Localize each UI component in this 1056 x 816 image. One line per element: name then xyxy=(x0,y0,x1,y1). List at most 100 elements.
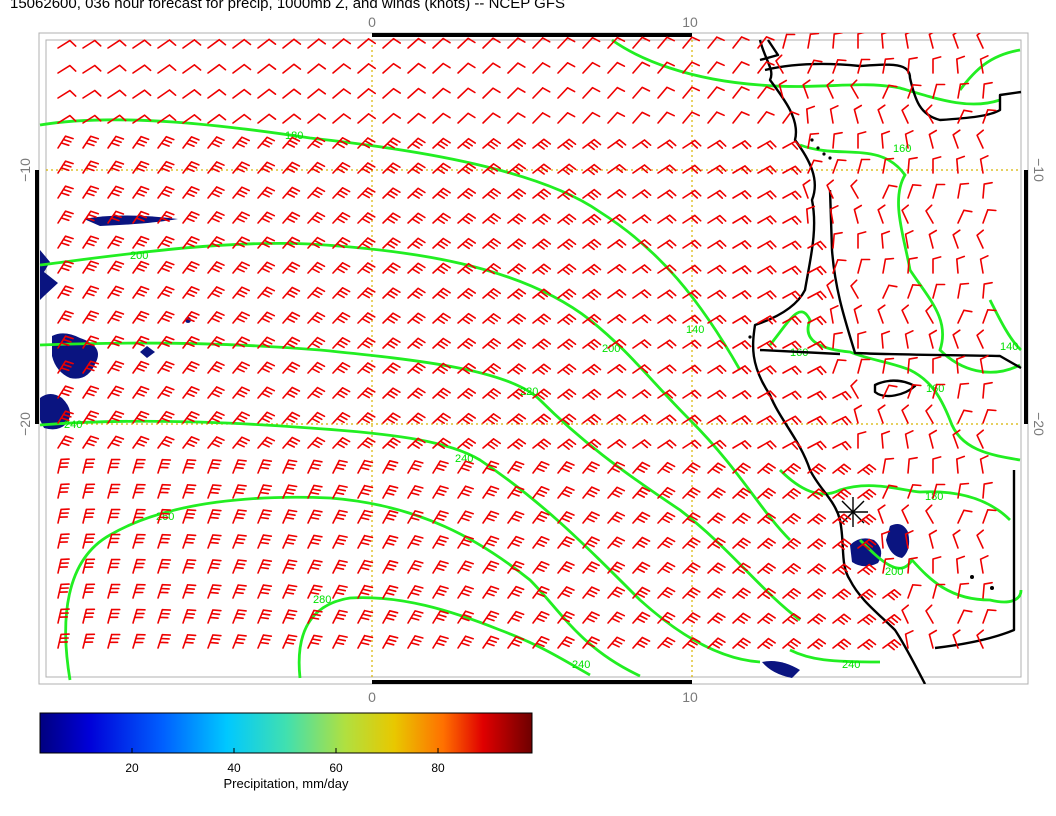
wind-barb xyxy=(632,139,652,149)
wind-barb xyxy=(832,331,843,349)
wind-barb xyxy=(850,179,859,199)
wind-barb xyxy=(257,411,276,424)
wind-barb xyxy=(853,404,863,424)
wind-barb xyxy=(932,56,942,74)
wind-barb xyxy=(904,130,914,149)
wind-barb xyxy=(232,88,252,99)
wind-barb xyxy=(901,504,909,524)
wind-barb xyxy=(976,129,984,149)
wind-barb xyxy=(257,534,273,549)
wind-barb xyxy=(357,212,376,224)
x-tick-bottom-10: 10 xyxy=(682,689,698,705)
wind-barb xyxy=(482,388,501,400)
wind-barb xyxy=(853,104,863,124)
wind-barb xyxy=(232,459,247,474)
wind-barb xyxy=(232,534,247,549)
wind-barb xyxy=(632,414,652,424)
wind-barb xyxy=(457,585,474,599)
wind-barb xyxy=(732,290,752,300)
wind-barb xyxy=(532,586,550,599)
wind-barb xyxy=(257,261,276,274)
wind-barb xyxy=(307,436,326,449)
wind-barb xyxy=(682,189,702,199)
wind-barb xyxy=(557,511,575,524)
wind-barb xyxy=(732,340,752,350)
wind-barb xyxy=(782,240,802,250)
wind-barb xyxy=(757,487,776,500)
wind-barb xyxy=(357,187,376,199)
wind-barb xyxy=(707,487,726,499)
wind-barb xyxy=(332,237,351,249)
x-tick-top-10: 10 xyxy=(682,14,698,30)
wind-barb xyxy=(607,389,627,399)
wind-barb xyxy=(925,104,934,124)
wind-barb xyxy=(582,61,601,74)
country-border xyxy=(828,189,1022,370)
wind-barb xyxy=(507,485,525,499)
wind-barb xyxy=(257,386,276,399)
wind-barb xyxy=(932,183,946,199)
wind-barb xyxy=(682,389,702,399)
wind-barb xyxy=(482,635,500,649)
wind-barb xyxy=(732,440,752,450)
wind-barb xyxy=(557,188,577,200)
wind-barb xyxy=(582,86,601,99)
wind-barb xyxy=(707,339,727,349)
wind-barb xyxy=(232,261,250,274)
wind-barb xyxy=(657,561,676,574)
wind-barb xyxy=(332,634,348,649)
wind-barb xyxy=(657,586,676,599)
wind-barb xyxy=(928,329,938,349)
wind-barb xyxy=(282,534,298,549)
wind-barb xyxy=(157,64,177,74)
wind-barb xyxy=(807,563,827,575)
wind-barb xyxy=(107,335,125,349)
colorbar-tick-label: 80 xyxy=(431,761,445,775)
wind-barb xyxy=(582,163,602,176)
wind-barb xyxy=(607,486,626,499)
wind-barb xyxy=(832,359,847,374)
wind-barb xyxy=(632,239,652,249)
wind-barb xyxy=(832,513,852,525)
wind-barb xyxy=(182,436,200,449)
wind-barb xyxy=(282,459,298,474)
wind-barb xyxy=(482,188,501,200)
wind-barb xyxy=(707,139,727,149)
wind-barb xyxy=(532,413,552,425)
wind-barb xyxy=(357,362,376,374)
wind-barb xyxy=(382,137,401,149)
wind-barb xyxy=(882,639,902,651)
wind-barb xyxy=(407,337,426,349)
wind-barb xyxy=(57,285,74,299)
wind-barb xyxy=(507,87,526,99)
wind-barb xyxy=(832,440,852,451)
axis-bars xyxy=(35,33,1028,684)
wind-barb xyxy=(232,509,247,524)
wind-barb xyxy=(557,288,577,300)
wind-barb xyxy=(982,109,997,124)
wind-barb xyxy=(857,488,877,501)
wind-barb xyxy=(257,609,273,624)
wind-barb xyxy=(682,264,702,274)
contour-280 xyxy=(297,596,591,679)
wind-barb xyxy=(707,189,727,199)
wind-barb xyxy=(732,415,752,425)
wind-barb xyxy=(657,389,677,399)
wind-barb xyxy=(976,329,984,349)
wind-barb xyxy=(507,37,526,49)
wind-barb xyxy=(806,105,816,124)
contour-label: 220 xyxy=(520,386,538,398)
wind-barb xyxy=(282,361,301,374)
wind-barb xyxy=(807,240,827,251)
colorbar-tick-label: 40 xyxy=(227,761,241,775)
wind-barb xyxy=(357,63,376,74)
wind-barb xyxy=(332,63,352,74)
wind-barb xyxy=(707,111,725,124)
wind-barb xyxy=(732,562,751,574)
wind-barb xyxy=(807,613,827,625)
wind-barb xyxy=(107,608,121,624)
wind-barb xyxy=(857,613,877,626)
wind-barb xyxy=(382,362,401,374)
wind-barb xyxy=(807,415,827,426)
wind-barb xyxy=(782,415,802,425)
